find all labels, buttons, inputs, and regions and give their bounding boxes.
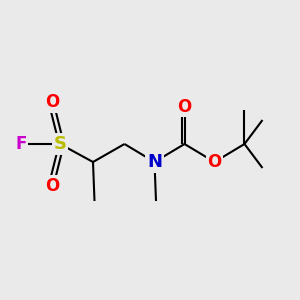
Text: N: N	[147, 153, 162, 171]
Text: F: F	[15, 135, 27, 153]
Text: O: O	[45, 93, 60, 111]
Text: S: S	[53, 135, 67, 153]
Text: O: O	[207, 153, 222, 171]
Text: O: O	[45, 177, 60, 195]
Text: O: O	[177, 98, 192, 116]
